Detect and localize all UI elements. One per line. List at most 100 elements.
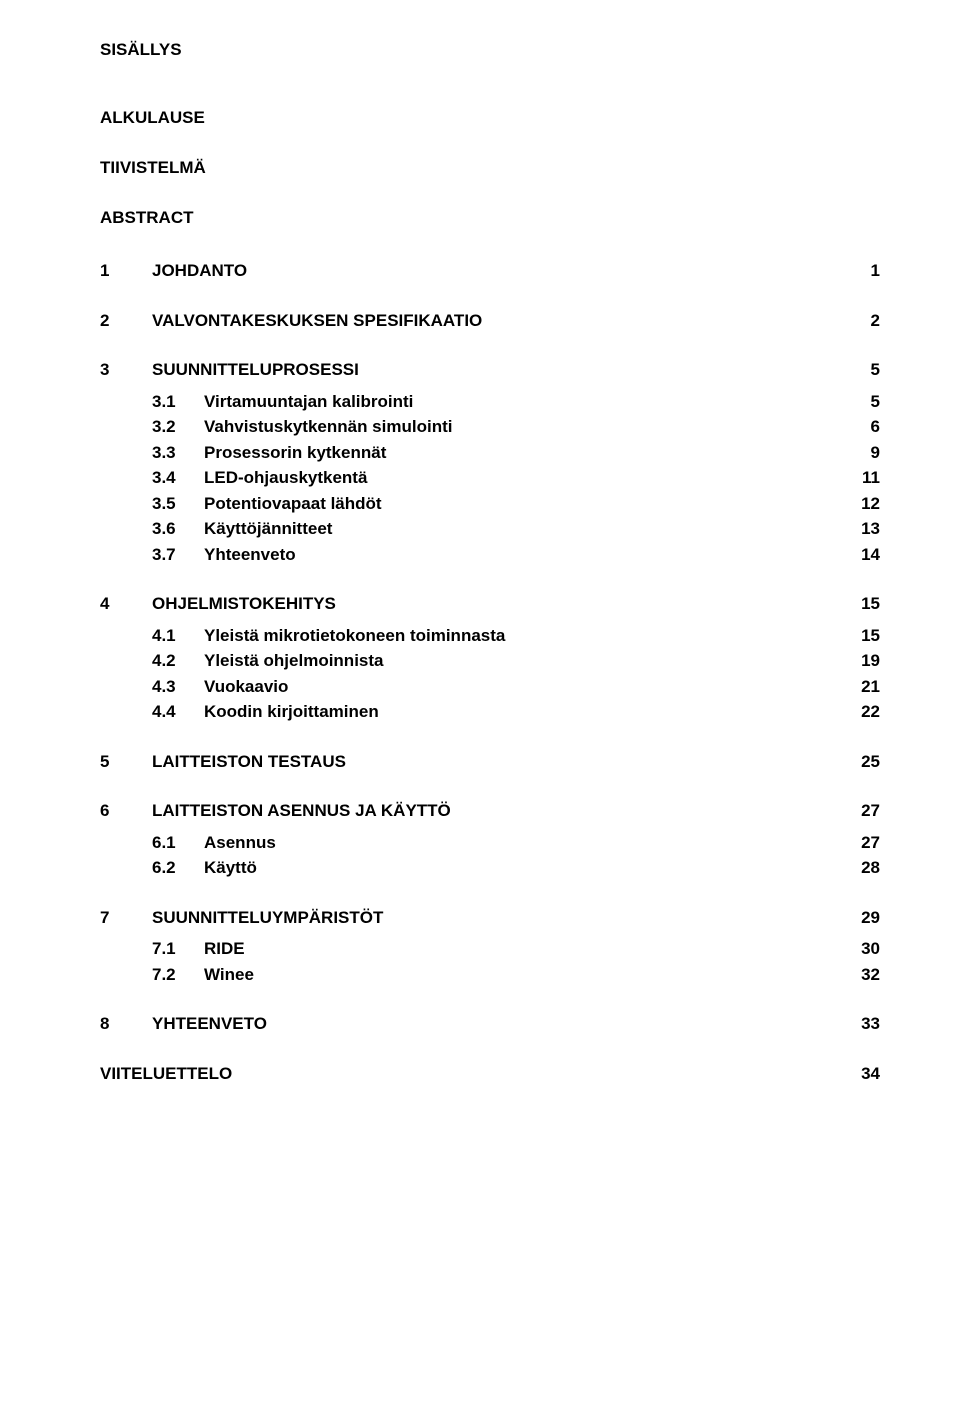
subsection-title: Yleistä mikrotietokoneen toiminnasta xyxy=(204,623,505,649)
toc-section-row: 8YHTEENVETO 33 xyxy=(100,1011,880,1037)
subsection-page: 9 xyxy=(850,440,880,466)
section-number: 2 xyxy=(100,308,152,334)
toc-subsection-row: 4.3Vuokaavio 21 xyxy=(152,674,880,700)
toc-subsection-row: 7.1RIDE 30 xyxy=(152,936,880,962)
subsection-number: 4.4 xyxy=(152,699,204,725)
subsection-number: 3.3 xyxy=(152,440,204,466)
subsection-page: 5 xyxy=(850,389,880,415)
subsection-title: Vahvistuskytkennän simulointi xyxy=(204,414,452,440)
toc-subsection-row: 4.4Koodin kirjoittaminen 22 xyxy=(152,699,880,725)
subsection-number: 3.5 xyxy=(152,491,204,517)
subsection-page: 32 xyxy=(850,962,880,988)
front-heading: ABSTRACT xyxy=(100,208,880,228)
subsection-number: 3.1 xyxy=(152,389,204,415)
subsection-title: Yleistä ohjelmoinnista xyxy=(204,648,384,674)
subsection-number: 7.1 xyxy=(152,936,204,962)
toc-subsection-row: 7.2Winee 32 xyxy=(152,962,880,988)
toc-section-row: 5LAITTEISTON TESTAUS 25 xyxy=(100,749,880,775)
toc-subsection-row: 3.4LED-ohjauskytkentä 11 xyxy=(152,465,880,491)
section-title: VALVONTAKESKUKSEN SPESIFIKAATIO xyxy=(152,308,482,334)
section-number: 4 xyxy=(100,591,152,617)
subsection-number: 6.1 xyxy=(152,830,204,856)
toc-section-row: 7SUUNNITTELUYMPÄRISTÖT 29 xyxy=(100,905,880,931)
section-page: 5 xyxy=(850,357,880,383)
subsection-title: Potentiovapaat lähdöt xyxy=(204,491,382,517)
section-number: 7 xyxy=(100,905,152,931)
subsection-page: 13 xyxy=(850,516,880,542)
toc-subsection-row: 3.6Käyttöjännitteet 13 xyxy=(152,516,880,542)
subsection-number: 7.2 xyxy=(152,962,204,988)
toc-subsection-row: 6.2Käyttö 28 xyxy=(152,855,880,881)
section-page: 25 xyxy=(850,749,880,775)
toc-section-row: 1JOHDANTO1 xyxy=(100,258,880,284)
subsection-number: 3.7 xyxy=(152,542,204,568)
subsection-title: Prosessorin kytkennät xyxy=(204,440,386,466)
toc-subsection-row: 3.5Potentiovapaat lähdöt 12 xyxy=(152,491,880,517)
section-number: 6 xyxy=(100,798,152,824)
toc-subsection-row: 3.2Vahvistuskytkennän simulointi 6 xyxy=(152,414,880,440)
subsection-number: 4.3 xyxy=(152,674,204,700)
subsection-title: Yhteenveto xyxy=(204,542,296,568)
subsection-title: Virtamuuntajan kalibrointi xyxy=(204,389,413,415)
toc-section-row: 6LAITTEISTON ASENNUS JA KÄYTTÖ 27 xyxy=(100,798,880,824)
section-number: 1 xyxy=(100,258,152,284)
subsection-number: 6.2 xyxy=(152,855,204,881)
subsection-title: Winee xyxy=(204,962,254,988)
section-number: 5 xyxy=(100,749,152,775)
subsection-title: LED-ohjauskytkentä xyxy=(204,465,367,491)
subsection-number: 3.6 xyxy=(152,516,204,542)
subsection-number: 3.2 xyxy=(152,414,204,440)
page-title: SISÄLLYS xyxy=(100,40,880,60)
toc-section-row: 3SUUNNITTELUPROSESSI 5 xyxy=(100,357,880,383)
section-page: 29 xyxy=(850,905,880,931)
subsection-page: 14 xyxy=(850,542,880,568)
section-number: 3 xyxy=(100,357,152,383)
section-page: 15 xyxy=(850,591,880,617)
subsection-page: 15 xyxy=(850,623,880,649)
subsection-page: 30 xyxy=(850,936,880,962)
section-title: SUUNNITTELUYMPÄRISTÖT xyxy=(152,905,383,931)
back-matter-row: VIITELUETTELO 34 xyxy=(100,1061,880,1087)
subsection-title: Asennus xyxy=(204,830,276,856)
subsection-page: 11 xyxy=(850,465,880,491)
section-title: SUUNNITTELUPROSESSI xyxy=(152,357,359,383)
toc-subsection-row: 3.1Virtamuuntajan kalibrointi 5 xyxy=(152,389,880,415)
front-heading: TIIVISTELMÄ xyxy=(100,158,880,178)
section-title: LAITTEISTON TESTAUS xyxy=(152,749,346,775)
subsection-title: RIDE xyxy=(204,936,245,962)
section-page: 1 xyxy=(850,258,880,284)
table-of-contents: 1JOHDANTO12VALVONTAKESKUKSEN SPESIFIKAAT… xyxy=(100,258,880,1037)
subsection-page: 27 xyxy=(850,830,880,856)
toc-subsection-row: 6.1Asennus 27 xyxy=(152,830,880,856)
subsection-page: 12 xyxy=(850,491,880,517)
toc-section-row: 2VALVONTAKESKUKSEN SPESIFIKAATIO2 xyxy=(100,308,880,334)
toc-section-row: 4OHJELMISTOKEHITYS 15 xyxy=(100,591,880,617)
section-title: LAITTEISTON ASENNUS JA KÄYTTÖ xyxy=(152,798,451,824)
subsection-title: Käyttöjännitteet xyxy=(204,516,332,542)
section-page: 2 xyxy=(850,308,880,334)
subsection-page: 6 xyxy=(850,414,880,440)
front-matter: ALKULAUSE TIIVISTELMÄ ABSTRACT xyxy=(100,108,880,228)
section-title: YHTEENVETO xyxy=(152,1011,267,1037)
front-heading: ALKULAUSE xyxy=(100,108,880,128)
back-title: VIITELUETTELO xyxy=(100,1061,232,1087)
toc-subsection-row: 4.1Yleistä mikrotietokoneen toiminnasta 1… xyxy=(152,623,880,649)
subsection-number: 4.1 xyxy=(152,623,204,649)
subsection-number: 4.2 xyxy=(152,648,204,674)
section-title: JOHDANTO xyxy=(152,258,247,284)
toc-subsection-row: 3.7Yhteenveto 14 xyxy=(152,542,880,568)
toc-subsection-row: 3.3Prosessorin kytkennät 9 xyxy=(152,440,880,466)
back-page: 34 xyxy=(850,1061,880,1087)
subsection-page: 21 xyxy=(850,674,880,700)
subsection-page: 22 xyxy=(850,699,880,725)
subsection-title: Koodin kirjoittaminen xyxy=(204,699,379,725)
subsection-page: 28 xyxy=(850,855,880,881)
subsection-title: Vuokaavio xyxy=(204,674,288,700)
subsection-number: 3.4 xyxy=(152,465,204,491)
subsection-page: 19 xyxy=(850,648,880,674)
section-number: 8 xyxy=(100,1011,152,1037)
section-title: OHJELMISTOKEHITYS xyxy=(152,591,336,617)
subsection-title: Käyttö xyxy=(204,855,257,881)
section-page: 33 xyxy=(850,1011,880,1037)
section-page: 27 xyxy=(850,798,880,824)
